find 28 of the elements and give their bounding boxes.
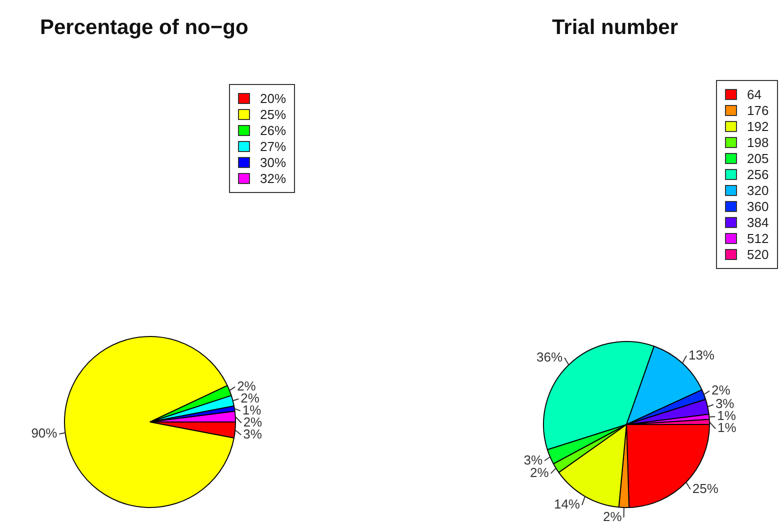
- legend-label: 32%: [260, 170, 286, 186]
- legend-label: 20%: [260, 90, 286, 106]
- data-label: 2%: [602, 509, 622, 524]
- legend-label: 27%: [260, 138, 286, 154]
- chart-title: Trial number: [552, 16, 678, 40]
- legend-label: 176: [747, 102, 769, 118]
- legend-label: 360: [747, 198, 769, 214]
- legend-label: 26%: [260, 122, 286, 138]
- legend-label: 192: [747, 118, 769, 134]
- legend-label: 320: [747, 182, 769, 198]
- data-label: 25%: [692, 480, 719, 496]
- legend-label: 64: [747, 86, 762, 102]
- data-label: 14%: [554, 496, 580, 512]
- legend-label: 198: [747, 134, 769, 150]
- data-label: 36%: [536, 349, 563, 364]
- data-label: 2%: [711, 382, 731, 398]
- legend-label: 25%: [260, 106, 286, 122]
- data-label: 2%: [530, 465, 550, 480]
- legend-label: 205: [747, 150, 769, 166]
- legend-label: 384: [747, 214, 769, 230]
- data-label: 13%: [688, 347, 715, 362]
- legend-label: 256: [747, 166, 769, 182]
- data-label: 90%: [31, 426, 58, 441]
- legend-label: 520: [747, 246, 769, 262]
- chart-title: Percentage of no−go: [40, 16, 248, 40]
- legend-label: 512: [747, 230, 769, 246]
- data-label: 3%: [524, 452, 543, 468]
- legend-label: 30%: [260, 154, 286, 170]
